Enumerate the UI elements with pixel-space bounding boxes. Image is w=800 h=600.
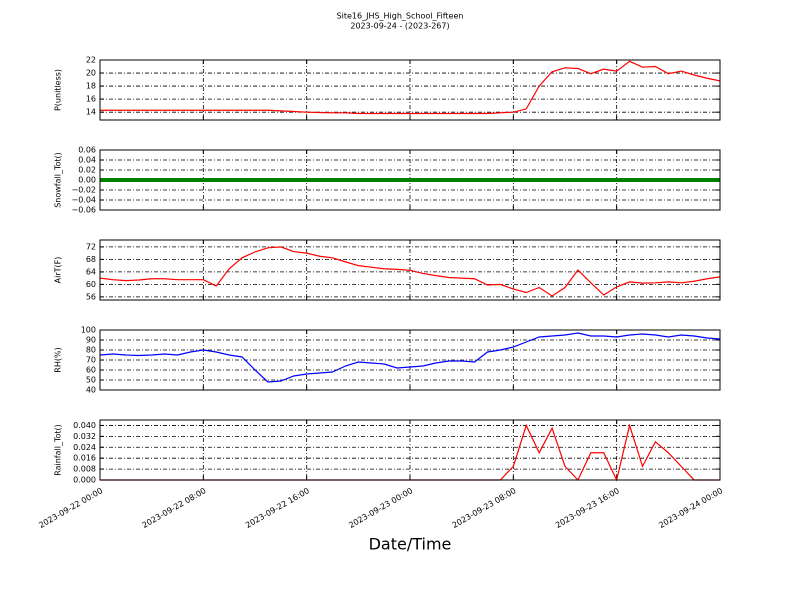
- y-tick-label: 0.04: [78, 156, 96, 165]
- y-tick-label: 22: [86, 56, 96, 65]
- y-tick-label: 18: [86, 82, 96, 91]
- y-axis-label: P(unitless): [54, 69, 63, 111]
- axes-frame: [99, 149, 721, 211]
- data-line: [99, 332, 721, 383]
- axes-frame: [99, 59, 721, 121]
- y-tick-label: 60: [86, 280, 96, 289]
- axes-frame: [99, 419, 721, 481]
- y-tick-label: 68: [86, 255, 96, 264]
- y-tick-label: 14: [86, 108, 96, 117]
- y-tick-label: 80: [86, 346, 96, 355]
- y-axis-label: RH(%): [54, 347, 63, 372]
- axes-frame: [99, 239, 721, 301]
- axes-frame: [99, 329, 721, 391]
- y-tick-label: 100: [81, 326, 96, 335]
- data-line: [100, 60, 721, 115]
- y-axis-label: Snowfall_Tot(): [54, 152, 63, 208]
- y-tick-label: 0.06: [78, 146, 96, 155]
- y-tick-label: 0.008: [73, 465, 96, 474]
- y-tick-label: 70: [86, 356, 96, 365]
- y-tick-label: 0.016: [73, 454, 96, 463]
- chart-title: Site16_JHS_High_School_Fifteen: [337, 12, 464, 21]
- x-axis-label: Date/Time: [369, 535, 452, 554]
- data-line: [99, 246, 721, 297]
- y-tick-label: 0.000: [73, 476, 96, 485]
- y-tick-label: 40: [86, 386, 96, 395]
- y-tick-label: −0.06: [71, 206, 96, 215]
- y-tick-label: 0.00: [78, 176, 96, 185]
- chart-subtitle: 2023-09-24 - (2023-267): [350, 22, 449, 31]
- y-tick-label: 20: [86, 69, 96, 78]
- y-tick-label: −0.02: [71, 186, 96, 195]
- y-tick-label: 0.032: [73, 432, 96, 441]
- y-tick-label: 0.024: [73, 443, 96, 452]
- y-axis-label: AirT(F): [54, 257, 63, 284]
- y-tick-label: 0.040: [73, 421, 96, 430]
- y-tick-label: 64: [86, 267, 96, 276]
- y-tick-label: 60: [86, 366, 96, 375]
- y-tick-label: −0.04: [71, 196, 96, 205]
- y-tick-label: 72: [86, 242, 96, 251]
- y-tick-label: 50: [86, 376, 96, 385]
- y-tick-label: 0.02: [78, 166, 96, 175]
- y-tick-label: 16: [86, 95, 96, 104]
- y-tick-label: 56: [86, 292, 96, 301]
- y-axis-label: Rainfall_Tot(): [54, 424, 63, 476]
- y-tick-label: 90: [86, 336, 96, 345]
